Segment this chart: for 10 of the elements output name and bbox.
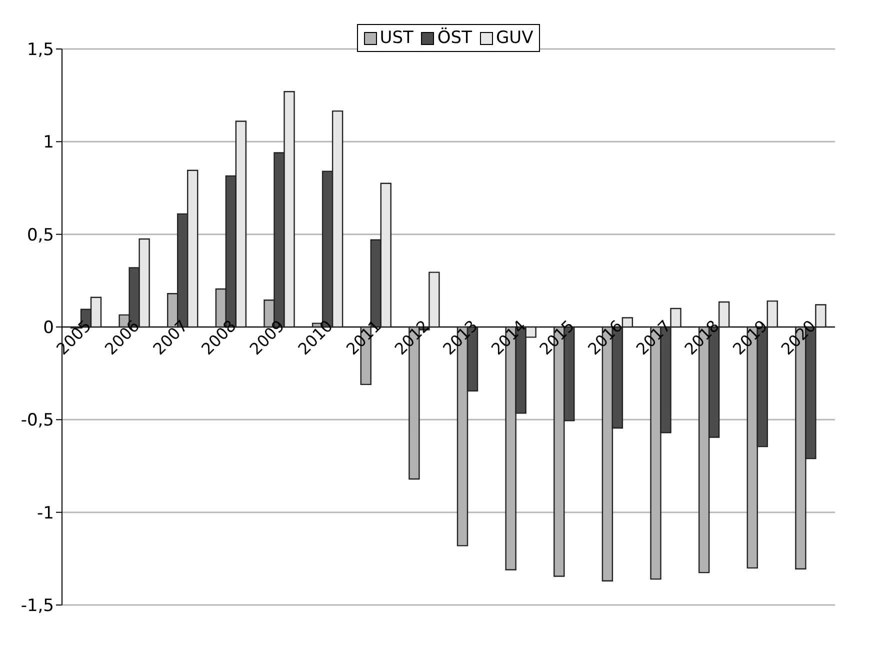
y-tick-label: -0,5 [20, 410, 54, 431]
y-tick-label: -1 [37, 503, 54, 524]
y-tick-label: 1,5 [26, 40, 54, 60]
y-tick-label: 0 [43, 318, 54, 338]
legend-label: ÖST [436, 28, 472, 48]
legend-label: UST [378, 28, 414, 48]
legend-label: GUV [494, 28, 534, 48]
y-tick-label: 0,5 [26, 225, 54, 246]
y-tick-label: -1,5 [20, 596, 54, 616]
y-tick-label: 1 [43, 132, 54, 153]
